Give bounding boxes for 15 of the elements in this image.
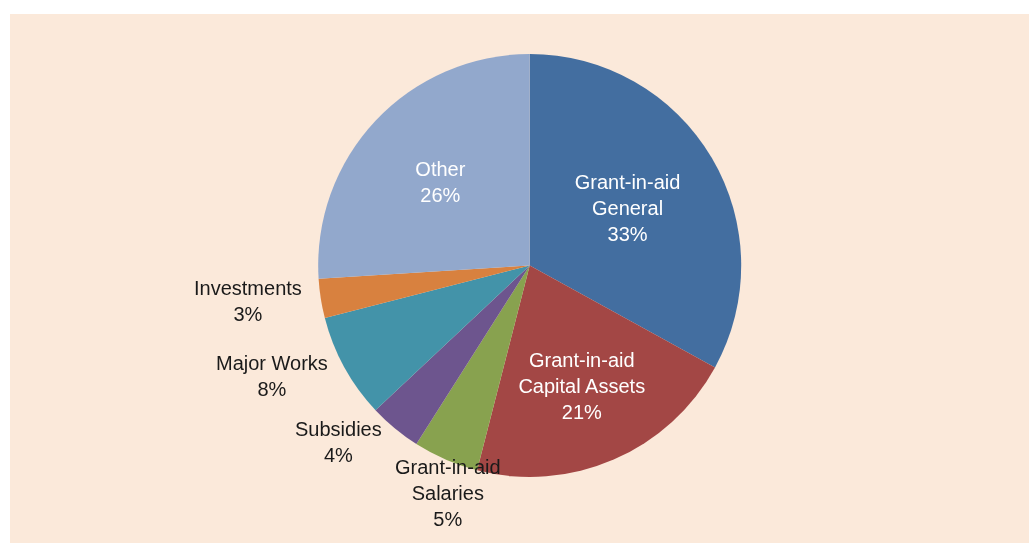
slice-label: Grant-in-aid General	[574, 170, 681, 219]
data-label: 26%	[420, 183, 461, 206]
data-label: 3%	[233, 303, 263, 325]
slice-label: Investments	[194, 277, 302, 299]
pie-slice	[318, 54, 530, 279]
slice-label: Other	[415, 157, 466, 180]
slice-label: Major Works	[216, 352, 328, 374]
data-label: 4%	[323, 444, 354, 466]
slice-label: Grant-in-aid Capital Assets	[518, 348, 646, 397]
pie-slice	[529, 54, 742, 368]
data-label: 8%	[257, 378, 287, 400]
data-label: 21%	[561, 400, 602, 423]
slice-label: Subsidies	[295, 418, 382, 440]
data-label: 33%	[607, 222, 648, 245]
data-label: 5%	[433, 508, 463, 530]
